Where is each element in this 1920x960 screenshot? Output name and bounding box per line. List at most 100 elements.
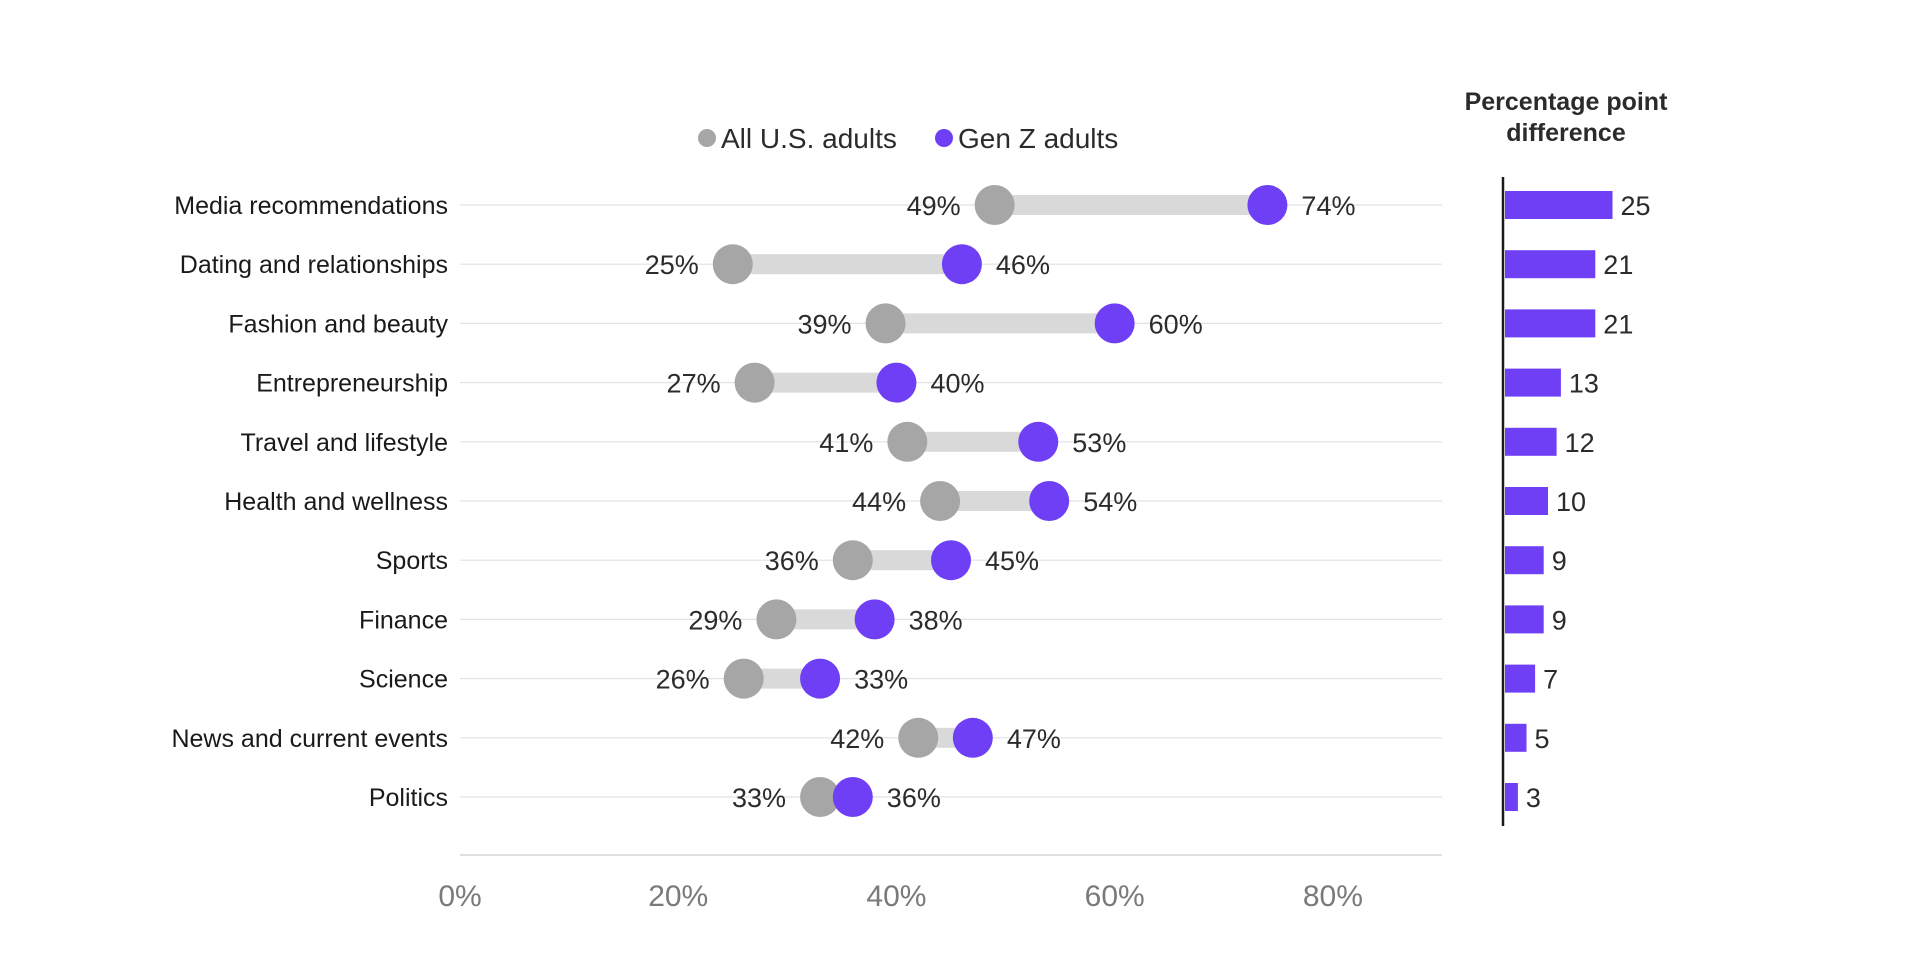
difference-bar <box>1505 723 1527 752</box>
difference-value-label: 12 <box>1565 428 1595 458</box>
category-label: Health and wellness <box>224 488 448 516</box>
range-bars <box>732 195 1268 807</box>
all-adults-value-label: 29% <box>688 605 742 635</box>
data-points <box>712 185 1288 817</box>
range-bar <box>994 195 1268 215</box>
difference-value-label: 9 <box>1552 605 1567 635</box>
category-label: Fashion and beauty <box>228 310 448 338</box>
range-bar <box>940 491 1050 511</box>
gen-z-point <box>832 777 873 817</box>
difference-panel: Percentage point difference 252121131210… <box>1465 88 1668 826</box>
all-adults-value-label: 26% <box>656 665 710 695</box>
all-adults-point <box>734 362 775 403</box>
all-adults-point <box>723 658 764 699</box>
category-label: Media recommendations <box>174 192 448 220</box>
gen-z-value-label: 36% <box>887 783 941 813</box>
gen-z-value-label: 60% <box>1149 309 1203 339</box>
all-adults-point <box>887 421 928 462</box>
all-adults-point <box>832 540 873 581</box>
all-adults-value-label: 33% <box>732 783 786 813</box>
x-tick-label: 40% <box>866 880 926 913</box>
gen-z-value-label: 33% <box>854 665 908 695</box>
value-labels: 49% 74%25% 46%39% 60%27% 40%41% 53%44% 54%36% 4… <box>645 191 1356 813</box>
difference-bar <box>1505 546 1544 575</box>
gen-z-value-label: 47% <box>1007 724 1061 754</box>
difference-value-label: 13 <box>1569 369 1599 399</box>
difference-bar <box>1505 250 1596 279</box>
legend-swatch-gen-z <box>935 129 953 147</box>
x-tick-label: 0% <box>438 880 481 913</box>
difference-bar <box>1505 427 1557 456</box>
all-adults-value-label: 41% <box>819 428 873 458</box>
category-label: Politics <box>369 784 448 812</box>
legend-label-gen-z: Gen Z adults <box>958 123 1118 154</box>
category-label: Finance <box>359 606 448 634</box>
gen-z-value-label: 45% <box>985 546 1039 576</box>
legend: All U.S. adults Gen Z adults <box>698 123 1118 154</box>
x-tick-label: 20% <box>648 880 708 913</box>
all-adults-value-label: 49% <box>907 191 961 221</box>
range-bar <box>732 254 962 275</box>
category-label: Science <box>359 666 448 694</box>
range-bar <box>754 372 897 393</box>
all-adults-value-label: 27% <box>667 369 721 399</box>
range-bar <box>907 431 1039 452</box>
difference-title-line-1: Percentage point <box>1465 88 1668 116</box>
difference-value-label: 10 <box>1556 487 1586 517</box>
all-adults-point <box>712 244 753 285</box>
gen-z-point <box>854 599 895 640</box>
legend-swatch-all-adults <box>698 129 716 147</box>
difference-value-label: 5 <box>1535 724 1550 754</box>
gen-z-value-label: 74% <box>1301 191 1355 221</box>
difference-bar <box>1505 605 1544 634</box>
all-adults-value-label: 36% <box>765 546 819 576</box>
all-adults-point <box>756 599 797 640</box>
difference-value-label: 9 <box>1552 546 1567 576</box>
range-bar <box>852 550 951 571</box>
difference-value-label: 3 <box>1526 783 1541 813</box>
legend-label-all-adults: All U.S. adults <box>721 123 897 154</box>
gen-z-point <box>952 717 993 758</box>
gen-z-value-label: 53% <box>1072 428 1126 458</box>
all-adults-point <box>865 303 906 344</box>
all-adults-value-label: 25% <box>645 250 699 280</box>
all-adults-point <box>920 481 961 521</box>
difference-bar <box>1505 783 1518 811</box>
range-bar <box>885 313 1115 334</box>
gen-z-point <box>800 658 841 699</box>
all-adults-value-label: 42% <box>830 724 884 754</box>
gen-z-point <box>1094 303 1135 344</box>
difference-value-label: 21 <box>1603 309 1633 339</box>
gen-z-value-label: 46% <box>996 250 1050 280</box>
x-tick-label: 60% <box>1085 880 1145 913</box>
gen-z-point <box>1029 481 1070 521</box>
gen-z-value-label: 54% <box>1083 487 1137 517</box>
gen-z-point <box>1247 185 1288 225</box>
gen-z-point <box>931 540 971 581</box>
difference-value-label: 21 <box>1603 250 1633 280</box>
gen-z-point <box>941 244 982 285</box>
category-label: Dating and relationships <box>180 251 448 279</box>
x-tick-label: 80% <box>1303 880 1363 913</box>
all-adults-point <box>974 185 1015 225</box>
difference-title-line-2: difference <box>1506 119 1626 147</box>
category-labels: Media recommendations Dating and relation… <box>171 192 448 812</box>
category-label: Travel and lifestyle <box>241 429 449 457</box>
range-bar <box>776 609 875 630</box>
all-adults-point <box>898 717 939 758</box>
all-adults-value-label: 44% <box>852 487 906 517</box>
difference-bar <box>1505 368 1561 397</box>
gen-z-value-label: 40% <box>930 369 984 399</box>
gen-z-point <box>876 362 917 403</box>
category-label: Entrepreneurship <box>256 370 448 398</box>
x-axis-ticks: 0% 20% 40% 60% 80% <box>438 880 1363 913</box>
gen-z-value-label: 38% <box>909 605 963 635</box>
category-label: Sports <box>376 547 448 575</box>
all-adults-point <box>800 777 841 817</box>
difference-value-label: 25 <box>1621 191 1651 221</box>
difference-bar <box>1505 664 1536 693</box>
difference-bar <box>1505 191 1613 219</box>
category-label: News and current events <box>171 725 448 753</box>
